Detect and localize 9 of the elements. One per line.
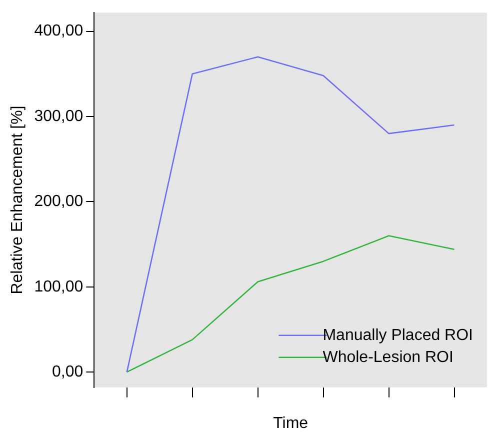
y-tick-label: 100,00 [34, 278, 84, 296]
y-tick-label: 200,00 [34, 193, 84, 210]
y-axis-title: Relative Enhancement [%] [9, 106, 26, 294]
legend-label: Manually Placed ROI [322, 326, 474, 344]
legend-label: Whole-Lesion ROI [322, 348, 454, 366]
y-tick-label: 300,00 [34, 108, 84, 125]
y-tick-label: 400,00 [34, 22, 84, 40]
x-axis-title: Time [273, 414, 308, 432]
y-tick-label: 0,00 [52, 363, 84, 380]
